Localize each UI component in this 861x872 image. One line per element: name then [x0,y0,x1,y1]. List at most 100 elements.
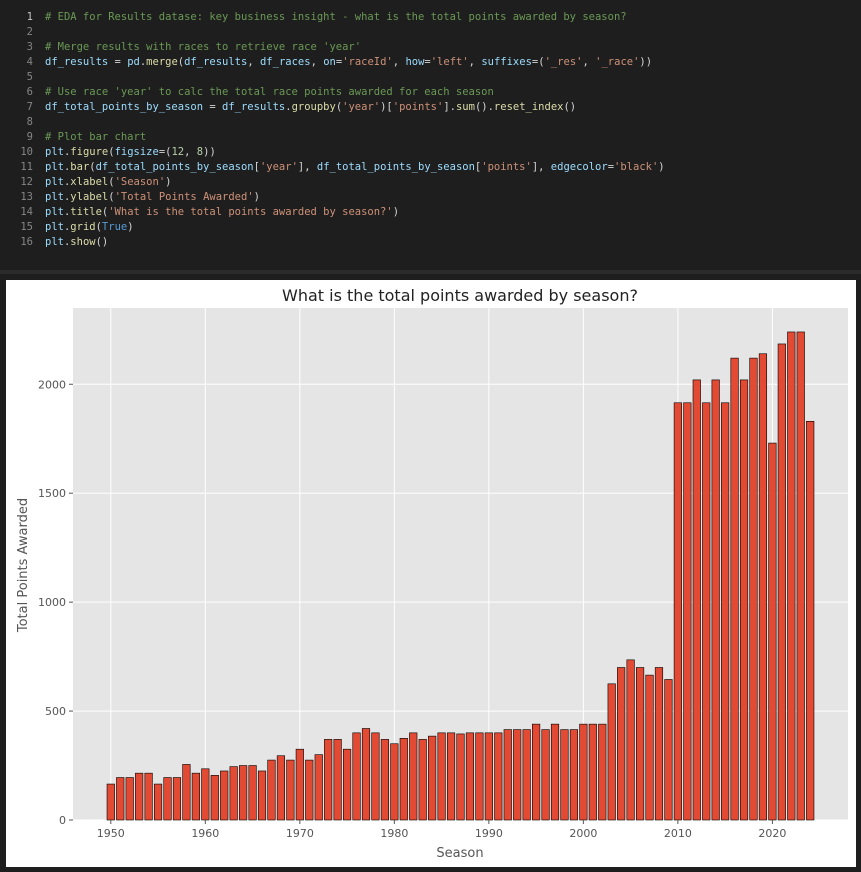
code-token: , [392,56,406,68]
code-text[interactable]: plt.grid(True) [45,220,134,235]
code-token: = [335,56,343,68]
code-text[interactable]: # EDA for Results datase: key business i… [45,10,627,25]
code-token: 'raceId' [342,56,393,68]
code-token: (). [474,101,494,113]
code-line[interactable]: 13 plt.ylabel('Total Points Awarded') [0,190,861,205]
x-axis-label: Season [436,846,483,861]
code-line[interactable]: 5 [0,70,861,85]
code-token: plt [45,146,64,158]
code-token: groupby [291,101,336,113]
code-token: = [607,161,615,173]
code-token: True [101,221,128,233]
code-line[interactable]: 6 # Use race 'year' to calc the total rac… [0,85,861,100]
code-editor[interactable]: 1 # EDA for Results datase: key business … [0,0,861,270]
code-token: [ [253,161,260,173]
code-token: df_total_points_by_season [45,101,204,113]
code-line[interactable]: 1 # EDA for Results datase: key business … [0,10,861,25]
bar-2002 [598,723,607,821]
bar-1975 [343,748,352,821]
bar-2015 [721,402,730,821]
code-token: plt [45,176,64,188]
code-line[interactable]: 4 df_results = pd.merge(df_results, df_ra… [0,55,861,70]
code-text[interactable]: plt.xlabel('Season') [45,175,171,190]
bar-1988 [465,732,475,821]
bar-2000 [579,723,588,821]
bar-1974 [333,739,342,821]
bar-2011 [683,402,692,821]
code-token: title [70,206,102,218]
bar-1976 [352,732,361,821]
code-line[interactable]: 11 plt.bar(df_total_points_by_season['yea… [0,160,861,175]
code-token: , [310,56,324,68]
line-number: 2 [26,26,33,38]
code-text[interactable]: df_total_points_by_season = df_results.g… [45,100,576,115]
code-token: bar [70,161,90,173]
bar-2014 [711,379,720,821]
code-token: show [70,236,96,248]
bar-2006 [635,667,645,821]
code-token: 'points' [481,161,532,173]
code-token: = [424,56,431,68]
code-line[interactable]: 2 [0,25,861,40]
code-line[interactable]: 16 plt.show() [0,235,861,250]
code-token: ) [253,191,260,203]
code-line[interactable]: 8 [0,115,861,130]
code-token: df_results [222,101,286,113]
cell-output: 1950 1960 1970 1980 1990 2000 2010 2020 0 500 1000… [6,280,856,867]
code-line[interactable]: 9 # Plot bar chart [0,130,861,145]
code-token: ], [297,161,317,173]
code-text[interactable]: # Plot bar chart [45,130,146,145]
code-line[interactable]: 10 plt.figure(figsize=(12, 8)) [0,145,861,160]
bar-1956 [163,777,172,821]
code-token: df_results [45,56,109,68]
code-token: plt [45,191,64,203]
bar-2012 [692,379,701,821]
code-text[interactable]: plt.title('What is the total points awar… [45,205,399,220]
code-text[interactable]: plt.show() [45,235,108,250]
code-token: =( [531,56,545,68]
line-number: 4 [26,56,33,68]
code-token: plt [45,161,64,173]
bar-1960 [201,768,210,821]
bar-1985 [437,732,446,821]
code-text[interactable]: plt.bar(df_total_points_by_season['year'… [45,160,665,175]
bar-1950 [106,783,115,821]
code-text[interactable]: # Use race 'year' to calc the total race… [45,85,494,100]
code-line[interactable]: 15 plt.grid(True) [0,220,861,235]
bar-1979 [380,739,389,821]
line-number: 7 [26,101,33,113]
bar-1971 [305,759,314,821]
bar-1982 [409,732,418,821]
bar-1984 [428,735,437,821]
bar-1973 [324,739,333,821]
y-axis-label: Total Points Awarded [16,498,31,633]
bar-1980 [390,743,399,821]
bar-2018 [749,357,758,821]
code-token: . [63,161,71,173]
code-line[interactable]: 14 plt.title('What is the total points aw… [0,205,861,220]
code-text[interactable]: plt.ylabel('Total Points Awarded') [45,190,260,205]
code-token: . [63,191,71,203]
bars [106,331,815,821]
code-token: # Use race 'year' to calc the total race… [45,86,494,98]
bar-1970 [295,748,304,821]
bar-2010 [673,402,682,821]
bar-1991 [494,732,503,821]
code-token: df_results [184,56,248,68]
bar-1962 [220,770,229,821]
code-token: ( [335,101,343,113]
code-text[interactable]: # Merge results with races to retrieve r… [45,40,361,55]
code-text[interactable]: plt.figure(figsize=(12, 8)) [45,145,216,160]
code-token: ( [101,206,109,218]
code-line[interactable]: 3 # Merge results with races to retrieve … [0,40,861,55]
code-token: # Merge results with races to retrieve r… [45,41,362,53]
code-line[interactable]: 7 df_total_points_by_season = df_results.… [0,100,861,115]
bar-1964 [239,765,248,821]
code-token: # EDA for Results datase: key business i… [45,11,627,23]
y-tick-label: 1000 [38,596,66,609]
code-text[interactable]: df_results = pd.merge(df_results, df_rac… [45,55,652,70]
code-token: , [184,146,197,158]
code-line[interactable]: 12 plt.xlabel('Season') [0,175,861,190]
chart-title: What is the total points awarded by seas… [282,286,638,305]
code-token: '_res' [544,56,583,68]
